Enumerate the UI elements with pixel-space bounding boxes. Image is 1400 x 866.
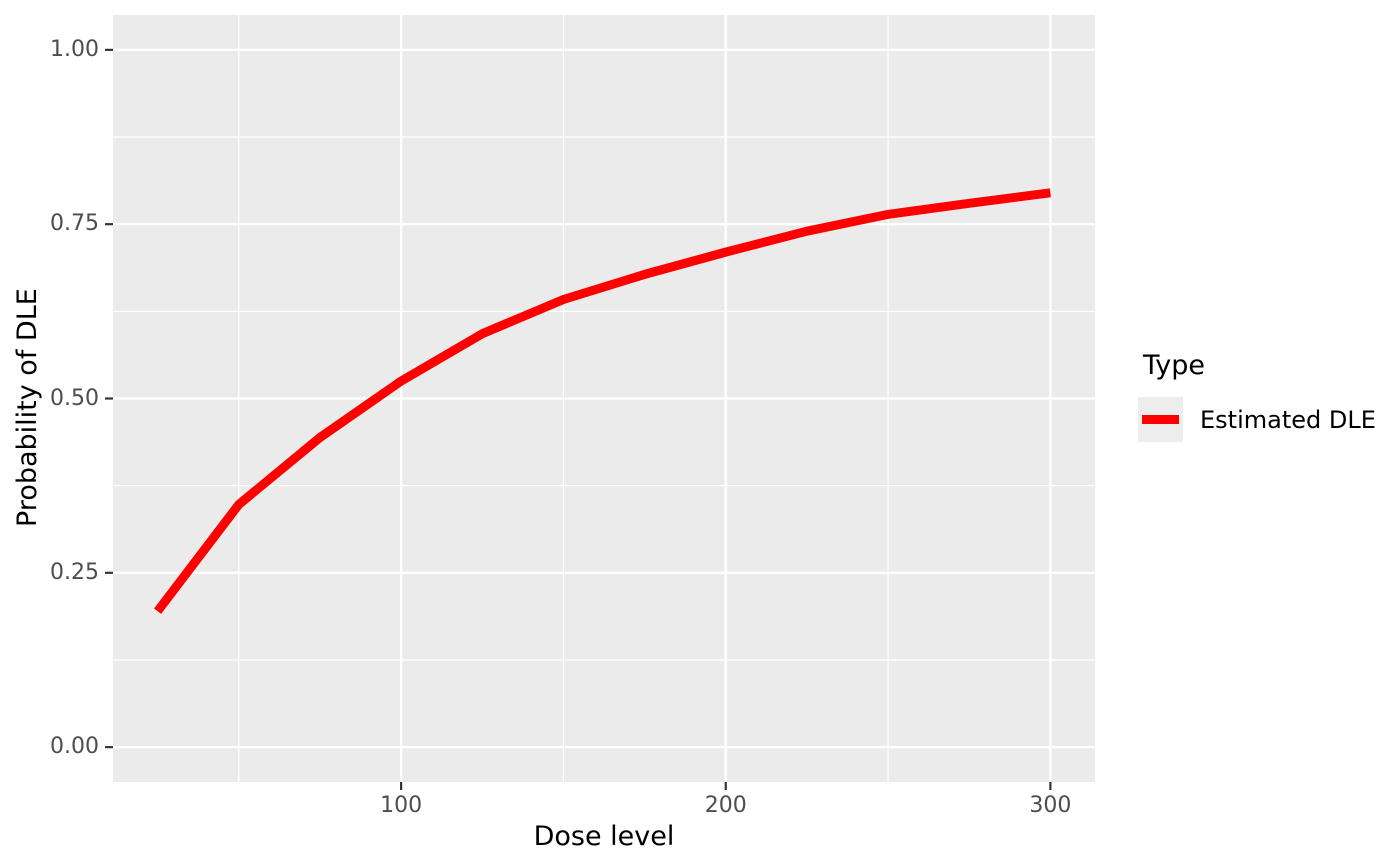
legend-line-swatch bbox=[1142, 415, 1179, 424]
legend-title: Type bbox=[1143, 350, 1206, 381]
y-tick-label: 0.50 bbox=[50, 385, 99, 411]
legend-entry-label: Estimated DLE bbox=[1200, 405, 1376, 434]
legend: Type Estimated DLE bbox=[1138, 351, 1376, 442]
x-tick-label: 200 bbox=[704, 793, 747, 818]
y-tick-label: 0.75 bbox=[50, 211, 99, 237]
x-axis-title: Dose level bbox=[533, 821, 675, 852]
legend-key-box bbox=[1138, 397, 1183, 442]
series-line-estimated-dle bbox=[154, 188, 1051, 614]
y-tick-label: 0.00 bbox=[50, 734, 99, 760]
legend-entry: Estimated DLE bbox=[1138, 397, 1376, 442]
y-tick-label: 0.25 bbox=[50, 559, 99, 585]
y-axis-title: Probability of DLE bbox=[12, 288, 43, 527]
x-tick-label: 300 bbox=[1029, 793, 1072, 818]
x-tick-label: 100 bbox=[380, 793, 423, 818]
y-tick-label: 1.00 bbox=[50, 36, 99, 62]
